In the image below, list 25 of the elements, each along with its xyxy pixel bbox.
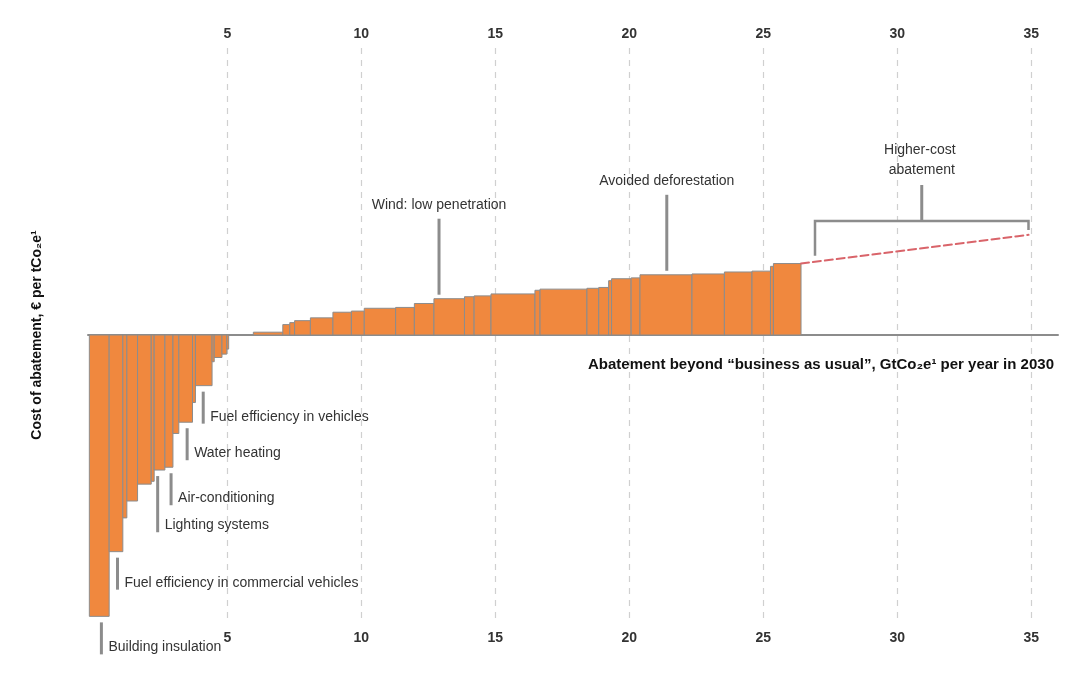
annotation: Air-conditioning xyxy=(178,489,275,506)
x-tick-label: 5 xyxy=(223,25,232,41)
x2-tick-label: 35 xyxy=(1023,629,1040,645)
annotation: Fuel efficiency in vehicles xyxy=(210,407,369,424)
x2-tick-label: 15 xyxy=(487,629,504,645)
x-tick-label: 15 xyxy=(487,25,504,41)
x2-tick-label: 25 xyxy=(755,629,772,645)
annotation: Avoided deforestation xyxy=(599,171,735,188)
annotation: Building insulation xyxy=(108,638,222,655)
x2-tick-label: 5 xyxy=(223,629,232,645)
x-tick-label: 10 xyxy=(353,25,370,41)
x-tick-label: 35 xyxy=(1023,25,1040,41)
x2-tick-label: 30 xyxy=(889,629,906,645)
x-tick-label: 30 xyxy=(889,25,906,41)
annotation: Wind: low penetration xyxy=(371,195,507,212)
x-axis-title: Abatement beyond “business as usual”, GtCo₂e¹ per year in 2030 xyxy=(588,354,1054,372)
x2-tick-label: 10 xyxy=(353,629,370,645)
annotation: Fuel efficiency in commercial vehicles xyxy=(124,573,359,590)
annotation: Water heating xyxy=(194,444,281,461)
x2-tick-label: 20 xyxy=(621,629,638,645)
text: Higher-cost abatement xyxy=(884,140,960,177)
y-axis-title: Cost of abatement, € per tCo₂e¹ xyxy=(28,230,44,440)
x-tick-label: 25 xyxy=(755,25,772,41)
annotation: Lighting systems xyxy=(164,516,269,533)
x-tick-label: 20 xyxy=(621,25,638,41)
